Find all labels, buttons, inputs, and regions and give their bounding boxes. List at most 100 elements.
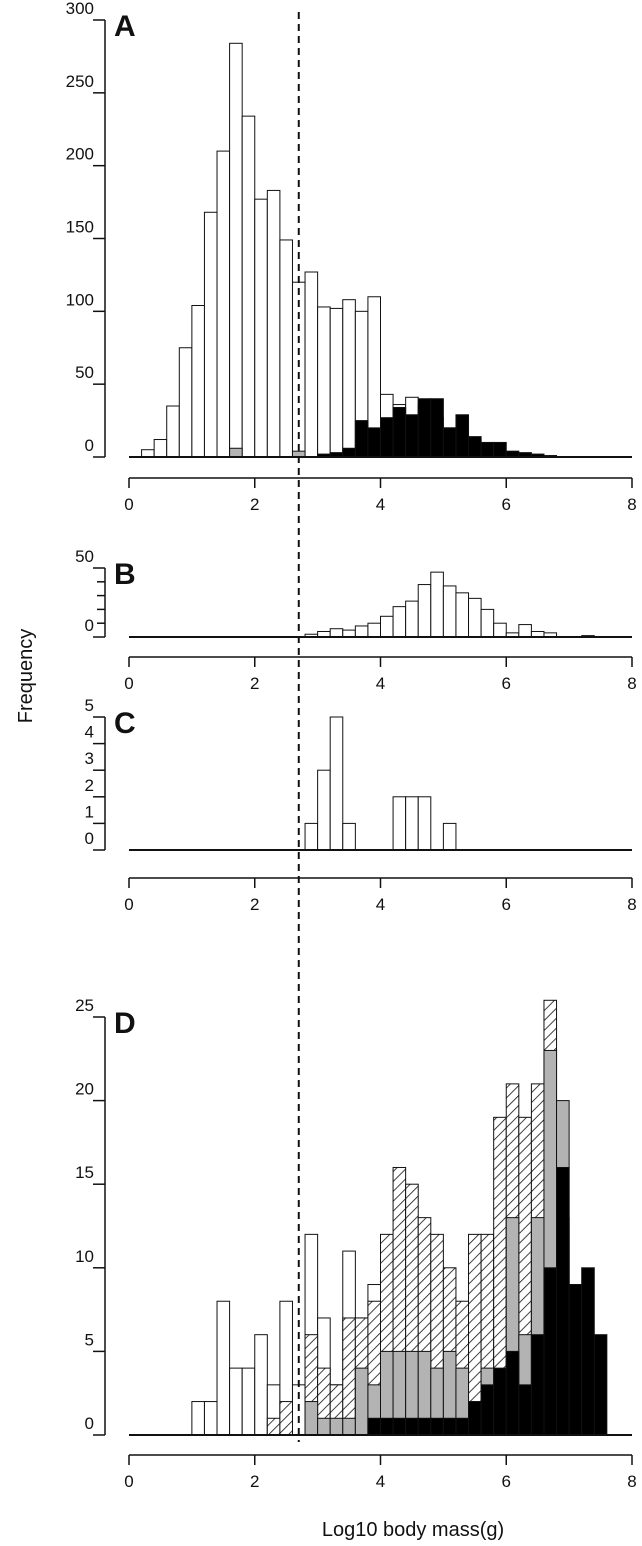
bar [216, 1300, 231, 1436]
bar [530, 1334, 545, 1436]
bar [329, 716, 344, 851]
bar [241, 115, 256, 458]
bar [430, 398, 444, 458]
bar [354, 625, 369, 638]
y-tick-label: 0 [85, 436, 94, 455]
bar [367, 622, 381, 638]
bar [480, 441, 495, 458]
bar [317, 769, 331, 851]
bar [216, 150, 231, 458]
bar [241, 1367, 256, 1436]
bar [380, 1417, 394, 1436]
x-tick-label: 8 [627, 495, 636, 514]
bar [342, 447, 356, 458]
bar [392, 796, 407, 851]
x-tick-label: 2 [250, 1472, 259, 1491]
x-tick-label: 6 [502, 1472, 511, 1491]
y-axis-label: Frequency [15, 629, 37, 724]
bar [417, 398, 432, 458]
bar [342, 1417, 356, 1436]
bar [291, 281, 306, 458]
bar [266, 189, 281, 458]
bar [405, 1417, 419, 1436]
y-tick-label: 0 [85, 1414, 94, 1433]
bar [405, 796, 419, 851]
x-tick-label: 6 [502, 495, 511, 514]
bar [329, 628, 344, 638]
panel-label: B [114, 558, 136, 591]
bar [203, 1401, 218, 1436]
y-tick-label: 200 [66, 145, 94, 164]
bar [518, 1384, 532, 1436]
y-tick-label: 25 [75, 996, 94, 1015]
bar [468, 436, 482, 458]
bar [254, 1334, 268, 1436]
x-tick-label: 4 [376, 1472, 385, 1491]
bar [203, 211, 218, 458]
panel-label: C [114, 707, 136, 740]
y-tick-label: 0 [85, 829, 94, 848]
bar [279, 1401, 293, 1436]
y-tick-label: 10 [75, 1247, 94, 1266]
bar [354, 420, 369, 458]
bar [254, 198, 268, 458]
bar [480, 608, 495, 638]
y-tick-label: 250 [66, 72, 94, 91]
bar [380, 417, 394, 458]
bar [468, 597, 482, 638]
bar [442, 427, 457, 458]
bar [342, 822, 356, 851]
bar [543, 1267, 558, 1436]
bar [455, 414, 470, 458]
bar [266, 1417, 281, 1436]
x-tick-label: 2 [250, 895, 259, 914]
bar [417, 1417, 432, 1436]
bar [141, 449, 155, 458]
bar [317, 1417, 331, 1436]
y-tick-label: 100 [66, 290, 94, 309]
bar [493, 441, 507, 458]
x-tick-label: 0 [124, 674, 133, 693]
bar [304, 271, 319, 458]
bar [493, 1367, 507, 1436]
bar [430, 1417, 444, 1436]
bar [505, 1350, 520, 1436]
bar [430, 571, 444, 638]
x-tick-label: 4 [376, 895, 385, 914]
x-tick-label: 4 [376, 674, 385, 693]
bar [279, 239, 293, 458]
x-tick-label: 6 [502, 895, 511, 914]
bar [442, 822, 457, 851]
y-tick-label: 2 [85, 776, 94, 795]
x-axis-label: Log10 body mass(g) [322, 1519, 504, 1541]
bar [342, 1317, 356, 1436]
x-tick-label: 8 [627, 674, 636, 693]
bar [455, 592, 470, 638]
bar [417, 584, 432, 638]
bar [518, 624, 532, 638]
bar [556, 1166, 570, 1436]
bar [581, 1267, 595, 1436]
bar [166, 405, 180, 458]
bar [153, 439, 168, 458]
bar [442, 585, 457, 638]
panel-label: A [114, 10, 136, 43]
bar [568, 1284, 583, 1436]
x-tick-label: 4 [376, 495, 385, 514]
y-tick-label: 300 [66, 0, 94, 18]
x-tick-label: 6 [502, 674, 511, 693]
bar [229, 447, 243, 458]
y-tick-label: 1 [85, 802, 94, 821]
y-tick-label: 15 [75, 1163, 94, 1182]
y-tick-label: 3 [85, 749, 94, 768]
bar [392, 1417, 407, 1436]
y-tick-label: 150 [66, 218, 94, 237]
bar [417, 796, 432, 851]
x-tick-label: 0 [124, 495, 133, 514]
panel-label: D [114, 1007, 136, 1040]
y-tick-label: 50 [75, 547, 94, 566]
bar [191, 1401, 205, 1436]
bar [392, 406, 407, 458]
bar [229, 42, 243, 458]
bar [342, 299, 356, 458]
